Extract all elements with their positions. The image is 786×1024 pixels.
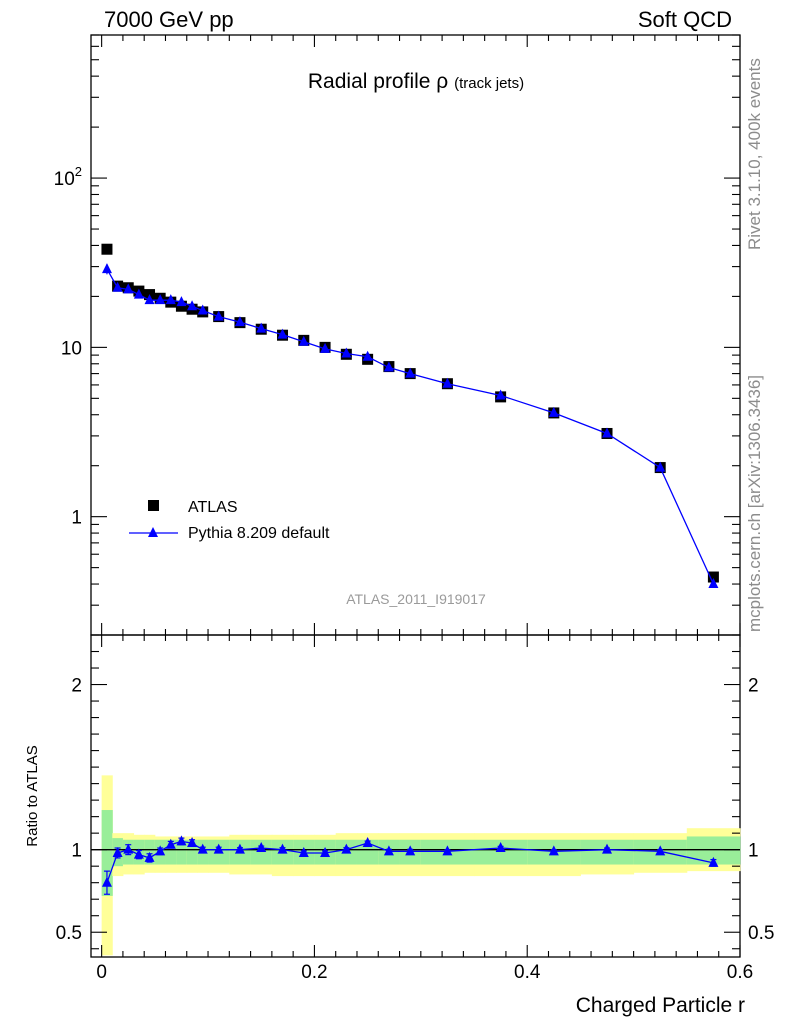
- pythia-point: [187, 300, 198, 311]
- pythia-point: [165, 294, 176, 305]
- pythia-point: [341, 347, 352, 358]
- main-title-text: Radial profile ρ: [308, 70, 448, 93]
- ratio-y-tick-label-right: 2: [748, 676, 759, 697]
- pythia-point: [362, 350, 373, 361]
- ratio-y-tick-label: 1: [71, 841, 82, 862]
- ratio-pythia-point: [144, 851, 155, 862]
- legend-pythia-label: Pythia 8.209 default: [188, 525, 330, 542]
- pythia-point: [298, 335, 309, 346]
- pythia-point: [155, 294, 166, 305]
- pythia-point: [101, 263, 112, 274]
- atlas-point: [101, 243, 113, 255]
- x-tick-label: 0.4: [514, 962, 541, 983]
- band-inner: [250, 839, 273, 865]
- ratio-pythia-point: [123, 843, 134, 854]
- band-inner: [176, 839, 188, 865]
- ratio-pythia-point: [277, 843, 288, 854]
- y-tick-exponent: 2: [75, 164, 82, 179]
- legend-atlas-label: ATLAS: [188, 499, 238, 516]
- ratio-pythia-point: [101, 876, 112, 887]
- main-title: Radial profile ρ (track jets): [308, 70, 524, 93]
- pythia-point: [277, 328, 288, 339]
- pythia-point: [256, 322, 267, 333]
- ratio-pythia-point: [405, 845, 416, 856]
- ratio-pythia-point: [495, 842, 506, 853]
- ratio-pythia-point: [112, 846, 123, 857]
- pythia-point: [213, 310, 224, 321]
- pythia-point: [320, 342, 331, 353]
- ratio-pythia-point: [133, 848, 144, 859]
- pythia-point: [602, 427, 613, 438]
- pythia-point: [197, 304, 208, 315]
- pythia-point: [655, 461, 666, 472]
- band-inner: [165, 839, 177, 865]
- header-category-label: Soft QCD: [637, 7, 732, 32]
- pythia-point: [176, 296, 187, 307]
- ratio-pythia-point: [155, 845, 166, 856]
- ratio-pythia-point: [165, 838, 176, 849]
- pythia-point: [708, 578, 719, 589]
- main-plot-frame: [90, 34, 741, 636]
- y-tick-label: 10: [61, 338, 82, 359]
- ratio-y-tick-label: 0.5: [56, 923, 82, 944]
- x-axis-label: Charged Particle r: [576, 994, 745, 1017]
- pythia-point: [133, 288, 144, 299]
- pythia-point: [112, 281, 123, 292]
- pythia-point: [495, 389, 506, 400]
- ratio-pythia-point: [442, 845, 453, 856]
- y-tick-label: 1: [71, 508, 82, 529]
- y-tick-label: 102: [54, 164, 82, 190]
- ratio-pythia-point: [320, 846, 331, 857]
- pythia-point: [405, 367, 416, 378]
- atlas-point: [707, 571, 719, 583]
- x-tick-label: 0: [96, 962, 107, 983]
- ratio-y-axis-label: Ratio to ATLAS: [24, 745, 41, 846]
- ratio-y-tick-label-right: 0.5: [748, 923, 774, 944]
- ratio-pythia-point: [362, 837, 373, 848]
- pythia-point: [442, 377, 453, 388]
- analysis-watermark: ATLAS_2011_I919017: [346, 591, 486, 607]
- ratio-pythia-point: [548, 845, 559, 856]
- ratio-plot-frame: [90, 634, 741, 958]
- ratio-pythia-point: [383, 845, 394, 856]
- ratio-pythia-point: [341, 843, 352, 854]
- pythia-point: [548, 406, 559, 417]
- header-process-label: 7000 GeV pp: [104, 7, 234, 32]
- ratio-pythia-point: [234, 843, 245, 854]
- band-inner: [101, 810, 113, 896]
- main-title-sub: (track jets): [454, 75, 524, 92]
- pythia-point: [144, 294, 155, 305]
- ratio-pythia-point: [708, 856, 719, 867]
- ratio-pythia-point: [602, 843, 613, 854]
- band-inner: [144, 839, 156, 865]
- legend-atlas-marker: [148, 500, 159, 511]
- main-plot-series: [101, 243, 719, 589]
- ratio-pythia-point: [256, 842, 267, 853]
- ratio-pythia-point: [197, 843, 208, 854]
- axis-ticks: [91, 34, 741, 957]
- pythia-point: [123, 283, 134, 294]
- ratio-pythia-point: [187, 837, 198, 848]
- ratio-pythia-point: [213, 843, 224, 854]
- ratio-y-tick-label-right: 1: [748, 841, 759, 862]
- legend: ATLAS Pythia 8.209 default: [129, 499, 330, 542]
- pythia-point: [383, 361, 394, 372]
- atlas-point: [175, 300, 187, 312]
- ratio-plot-series: [101, 835, 719, 895]
- ratio-bands: [101, 775, 741, 956]
- pythia-point: [234, 316, 245, 327]
- x-tick-label: 0.2: [301, 962, 327, 983]
- ratio-pythia-point: [176, 835, 187, 846]
- legend-pythia-marker: [148, 527, 158, 537]
- axis-tick-labels: 0 0.2 0.4 0.6 1 10 102 0.5 0.5 1 1 2 2: [54, 164, 775, 983]
- ratio-y-tick-label: 2: [71, 676, 82, 697]
- ratio-pythia-point: [298, 846, 309, 857]
- band-inner: [186, 839, 198, 865]
- x-tick-label: 0.6: [727, 962, 753, 983]
- ratio-pythia-point: [655, 845, 666, 856]
